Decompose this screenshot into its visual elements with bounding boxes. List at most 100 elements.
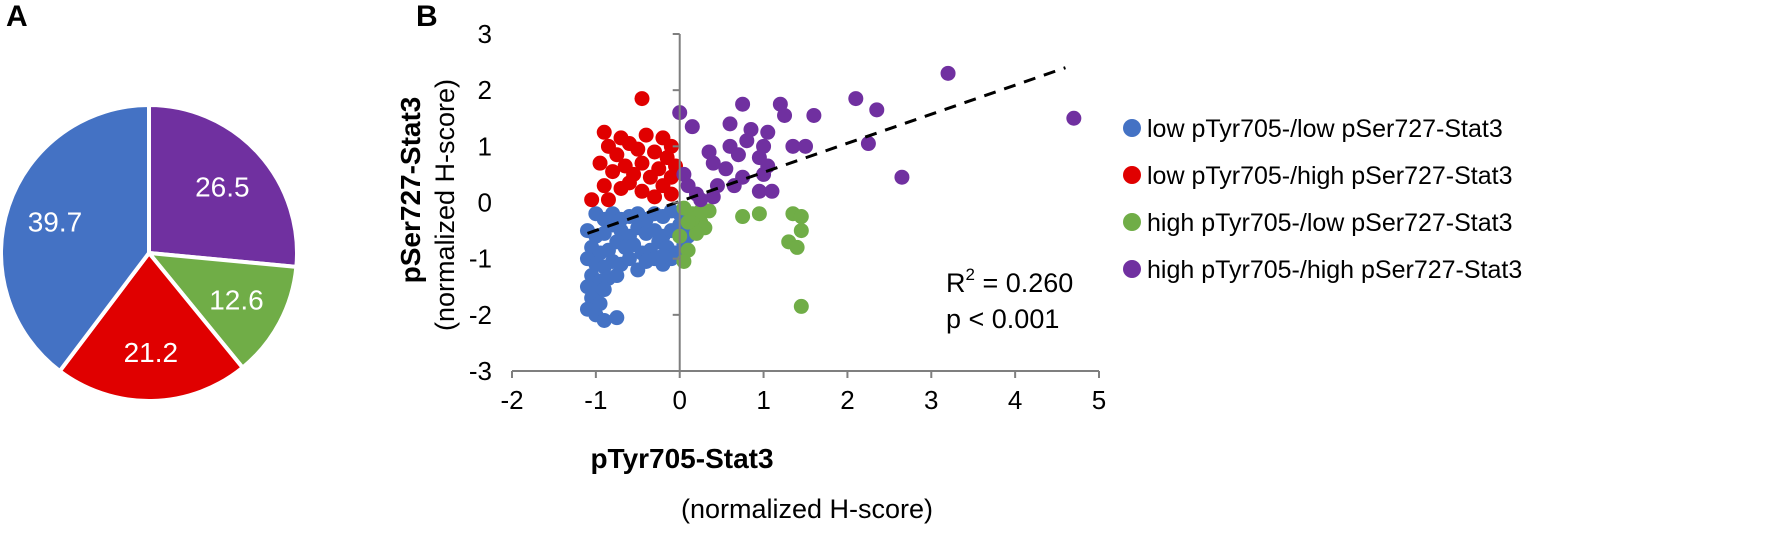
scatter-point xyxy=(655,248,671,264)
x-tick-label: -1 xyxy=(584,385,607,415)
scatter-point xyxy=(584,192,600,208)
scatter-point xyxy=(735,209,751,225)
pie-slice xyxy=(56,249,246,403)
scatter-point xyxy=(848,91,864,107)
r-squared-prefix: R xyxy=(946,268,966,298)
axis-ticks: -2 -1 0 1 2 3 4 5 -3 -2 -1 0 1 2 3 xyxy=(469,19,1106,415)
legend-marker xyxy=(1123,260,1141,278)
x-tick-label: 2 xyxy=(840,385,854,415)
scatter-point xyxy=(647,189,663,205)
legend-marker xyxy=(1123,166,1141,184)
scatter-point xyxy=(596,124,612,140)
scatter-point xyxy=(609,268,625,284)
scatter-point xyxy=(621,175,637,191)
legend-label: low pTyr705-/low pSer727-Stat3 xyxy=(1147,115,1503,143)
p-value-label: p < 0.001 xyxy=(946,304,1059,334)
pie-slice xyxy=(147,102,299,270)
scatter-point xyxy=(605,164,621,180)
scatter-point xyxy=(793,223,809,239)
scatter-point xyxy=(684,119,700,135)
scatter-point xyxy=(663,186,679,202)
pie-slice-label: 21.2 xyxy=(124,337,179,368)
x-tick-label: 1 xyxy=(756,385,770,415)
scatter-point xyxy=(609,147,625,163)
scatter-point xyxy=(806,107,822,123)
trendline xyxy=(586,66,1066,235)
legend: low pTyr705-/low pSer727-Stat3 low pTyr70… xyxy=(1123,115,1522,284)
y-tick-label: 0 xyxy=(478,188,492,218)
scatter-point xyxy=(735,96,751,112)
scatter-points xyxy=(579,65,1082,328)
x-tick-label: 5 xyxy=(1092,385,1106,415)
scatter-point xyxy=(869,102,885,118)
x-tick-label: -2 xyxy=(500,385,523,415)
scatter-point xyxy=(638,127,654,143)
y-tick-label: -2 xyxy=(469,300,492,330)
x-axis-title: pTyr705-Stat3 xyxy=(590,443,773,474)
scatter-point xyxy=(680,214,696,230)
x-axis-subtitle: (normalized H-score) xyxy=(681,494,933,524)
scatter-point xyxy=(642,169,658,185)
scatter-point xyxy=(634,155,650,171)
scatter-point xyxy=(718,161,734,177)
scatter-point xyxy=(592,155,608,171)
scatter-point xyxy=(777,107,793,123)
y-tick-label: 2 xyxy=(478,75,492,105)
panel-b-label: B xyxy=(416,0,438,33)
legend-label: high pTyr705-/low pSer727-Stat3 xyxy=(1147,209,1513,237)
scatter-point xyxy=(621,251,637,267)
scatter-point xyxy=(940,65,956,81)
scatter-point xyxy=(760,124,776,140)
scatter-point xyxy=(751,206,767,222)
pie-chart: 26.5 12.6 21.2 39.7 xyxy=(0,102,299,403)
scatter-point xyxy=(793,209,809,225)
scatter-point xyxy=(705,155,721,171)
scatter-point xyxy=(596,178,612,194)
r-squared-superscript: 2 xyxy=(966,265,975,284)
scatter-chart: -2 -1 0 1 2 3 4 5 -3 -2 -1 0 1 2 3 pTyr705-Stat3 (norm… xyxy=(395,19,1106,524)
scatter-point xyxy=(789,239,805,255)
scatter-point xyxy=(634,183,650,199)
scatter-point xyxy=(726,178,742,194)
scatter-point xyxy=(860,136,876,152)
scatter-point xyxy=(739,133,755,149)
scatter-point xyxy=(609,310,625,326)
scatter-point xyxy=(705,189,721,205)
y-tick-label: -3 xyxy=(469,356,492,386)
pie-slice-label: 26.5 xyxy=(195,171,250,202)
legend-marker xyxy=(1123,213,1141,231)
scatter-point xyxy=(630,141,646,157)
scatter-point xyxy=(634,91,650,107)
scatter-point xyxy=(1066,110,1082,126)
scatter-point xyxy=(764,183,780,199)
scatter-point xyxy=(647,144,663,160)
scatter-point xyxy=(688,225,704,241)
scatter-point xyxy=(676,253,692,269)
scatter-point xyxy=(596,282,612,298)
y-axis-title: pSer727-Stat3 xyxy=(395,97,426,284)
r-squared-label: R2 = 0.260 xyxy=(946,265,1073,298)
scatter-point xyxy=(751,183,767,199)
pie-slice-label: 39.7 xyxy=(28,206,83,237)
x-tick-label: 0 xyxy=(672,385,686,415)
y-axis-subtitle: (normalized H-score) xyxy=(430,79,460,331)
panel-a-label: A xyxy=(6,0,28,33)
legend-label: high pTyr705-/high pSer727-Stat3 xyxy=(1147,256,1522,284)
scatter-point xyxy=(793,298,809,314)
scatter-point xyxy=(785,138,801,154)
scatter-point xyxy=(894,169,910,185)
legend-marker xyxy=(1123,119,1141,137)
y-tick-label: -1 xyxy=(469,244,492,274)
scatter-point xyxy=(730,147,746,163)
legend-label: low pTyr705-/high pSer727-Stat3 xyxy=(1147,162,1513,190)
y-tick-label: 1 xyxy=(478,131,492,161)
x-tick-label: 4 xyxy=(1008,385,1022,415)
pie-slice xyxy=(0,102,151,374)
scatter-point xyxy=(722,116,738,132)
scatter-point xyxy=(600,192,616,208)
y-tick-label: 3 xyxy=(478,19,492,49)
scatter-point xyxy=(596,312,612,328)
pie-slice xyxy=(144,250,299,371)
r-squared-value: = 0.260 xyxy=(975,268,1073,298)
